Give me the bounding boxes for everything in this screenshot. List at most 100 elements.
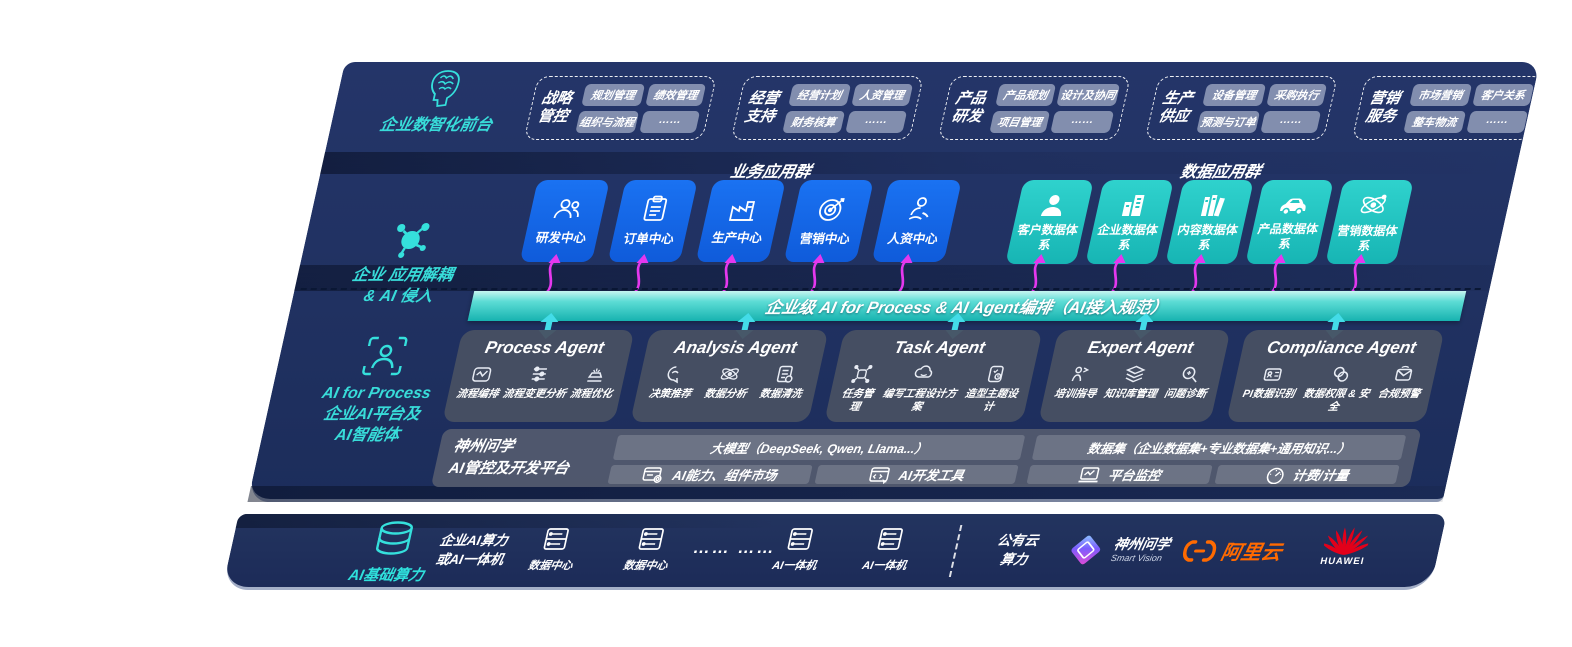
tag: 设计及协同	[1056, 83, 1121, 106]
smart-vision-diamond-icon	[1071, 535, 1101, 565]
group-title: 战略管控	[536, 90, 574, 125]
scan-person-icon	[362, 336, 408, 376]
change-analysis-icon	[531, 366, 548, 382]
app-box-customer-data: 客户数据体系	[1005, 180, 1094, 264]
frontend-groups: 战略管控 规划管理 绩效管理 组织与流程 …… 经营支持 经营计划 人资管理 财…	[523, 76, 1545, 140]
public-cloud-label: 公有云 算力	[996, 533, 1040, 567]
agent-title: Task Agent	[892, 338, 987, 357]
agent-item: 流程变更分析	[501, 364, 572, 401]
app-box-product-data: 产品数据体系	[1245, 180, 1334, 264]
app-box-label: 订单中心	[622, 232, 676, 246]
clipboard-icon	[643, 195, 668, 221]
ai-dev-platform-band: 神州问学 AI管控及开发平台 大模型（DeepSeek, Qwen, Llama…	[430, 429, 1422, 487]
group-title: 产品研发	[950, 90, 988, 125]
app-box-hr-center: 人资中心	[871, 180, 962, 262]
agent-item: 造型主题设计	[958, 364, 1027, 413]
ai-platform-layer-label: AI for Process 企业AI平台及 AI智能体	[285, 334, 470, 446]
business-apps-header: 业务应用群	[728, 164, 813, 181]
agent-item: 决策推荐	[648, 364, 698, 401]
frontend-layer-label: 企业数智化前台	[358, 68, 523, 137]
huawei-logo: HUAWEI	[1319, 524, 1373, 567]
agent-item: 数据权限 & 安全	[1299, 364, 1376, 413]
analysis-icon	[720, 368, 739, 380]
agent-item: 问题诊断	[1163, 364, 1213, 401]
server-icon	[543, 528, 569, 550]
infrastructure-band: AI基础算力 企业AI算力 或AI一体机 数据中心 数据中心 …… …… AI一…	[221, 514, 1447, 590]
dataset-column: 数据集（企业数据集+专业数据集+通用知识...） 平台监控 计费/计量	[1026, 435, 1407, 484]
decoupling-label-line1: 企业 应用解耦	[350, 267, 455, 284]
llm-bar: 大模型（DeepSeek, Qwen, Llama...）	[612, 435, 1026, 460]
data-app-boxes: 客户数据体系 企业数据体系 内容数据体系	[1005, 180, 1414, 264]
tag: ……	[1050, 110, 1115, 133]
person-icon	[1040, 194, 1062, 216]
theme-design-icon	[987, 365, 1004, 383]
agent-cards: Process Agent 流程编排 流程变更分析 流程优化	[442, 330, 1445, 423]
aliyun-text: 阿里云	[1218, 542, 1284, 564]
tag: ……	[844, 110, 908, 133]
alert-icon	[1394, 365, 1412, 381]
app-box-label: 企业数据体系	[1096, 222, 1160, 252]
agent-item: 编写工程设计方案	[877, 364, 965, 413]
dataset-bar: 数据集（企业数据集+专业数据集+通用知识...）	[1032, 435, 1407, 460]
ai-platform-label-line2: 企业AI平台及	[321, 405, 422, 423]
ai-devtools-cell: AI开发工具	[814, 465, 1020, 484]
agent-title: Expert Agent	[1086, 338, 1196, 357]
ai-appliance-node: AI一体机	[758, 526, 838, 573]
group-title: 营销服务	[1364, 90, 1402, 125]
layer-divider-dashed-line	[300, 288, 1481, 290]
tag: 绩效管理	[645, 83, 707, 106]
tag: 项目管理	[989, 110, 1051, 133]
server-icon	[877, 528, 903, 550]
task-agent-card: Task Agent 任务管理 编写工程设计方案 造型主题设计	[824, 330, 1043, 423]
infra-layer-label: AI基础算力	[309, 520, 473, 585]
group-strategy: 战略管控 规划管理 绩效管理 组织与流程 ……	[523, 76, 717, 140]
database-icon	[376, 521, 413, 555]
app-box-label: 客户数据体系	[1016, 222, 1080, 252]
training-icon	[1071, 366, 1090, 382]
agent-item: 数据清洗	[758, 364, 808, 401]
business-app-boxes: 研发中心 订单中心 生产中心 营销中心	[519, 180, 962, 262]
app-box-label: 营销中心	[798, 232, 852, 246]
tag: 财务核算	[782, 110, 845, 133]
decoupling-layer-label: 企业 应用解耦 & AI 侵入	[311, 220, 500, 308]
group-operation: 经营支持 经营计划 人资管理 财务核算 ……	[730, 76, 924, 140]
tag: 经营计划	[788, 83, 851, 106]
group-title: 生产供应	[1157, 90, 1195, 125]
tag: 组织与流程	[575, 110, 640, 133]
diagnosis-icon	[1182, 366, 1197, 383]
agent-title: Compliance Agent	[1265, 338, 1419, 357]
frontend-label-text: 企业数智化前台	[378, 117, 494, 134]
layer3-depth-wedge	[247, 486, 1447, 502]
agent-item: 流程优化	[569, 364, 619, 401]
books-icon	[1200, 194, 1226, 216]
agent-item: 数据分析	[703, 364, 753, 401]
architecture-diagram: 企业数智化前台 战略管控 规划管理 绩效管理 组织与流程 …… 经营支持 经营计…	[221, 62, 1545, 592]
tag: ……	[1465, 110, 1529, 133]
window-code-icon	[868, 466, 890, 484]
server-icon	[638, 528, 664, 550]
agent-item: 知识库管理	[1103, 364, 1164, 401]
atom-icon	[1360, 194, 1387, 213]
tag: 预测与订单	[1196, 110, 1261, 133]
tag: 人资管理	[850, 83, 914, 106]
group-production-supply: 生产供应 设备管理 采购执行 预测与订单 ……	[1144, 76, 1338, 140]
ai-appliance-node: AI一体机	[848, 526, 928, 573]
compliance-agent-card: Compliance Agent PI数据识别 数据权限 & 安全 合规预警	[1226, 330, 1445, 423]
tag: 市场营销	[1409, 83, 1472, 106]
main-panel: 企业数智化前台 战略管控 规划管理 绩效管理 组织与流程 …… 经营支持 经营计…	[247, 62, 1545, 502]
agent-item: 流程编排	[455, 364, 505, 401]
app-box-label: 研发中心	[534, 231, 588, 245]
app-box-label: 产品数据体系	[1256, 221, 1320, 251]
group-title: 经营支持	[743, 90, 781, 125]
agent-item: 合规预警	[1377, 364, 1427, 401]
smart-vision-cn-text: 神州问学	[1112, 536, 1172, 553]
factory-icon	[728, 201, 756, 221]
design-doc-icon	[914, 365, 933, 378]
app-box-label: 内容数据体系	[1176, 222, 1240, 252]
datacenter-node: 数据中心	[609, 526, 689, 573]
datacenter-node: 数据中心	[514, 526, 594, 573]
gauge-icon	[1266, 467, 1284, 484]
permission-icon	[1333, 366, 1349, 382]
enterprise-compute-label: 企业AI算力 或AI一体机	[434, 533, 510, 567]
target-icon	[819, 198, 845, 221]
